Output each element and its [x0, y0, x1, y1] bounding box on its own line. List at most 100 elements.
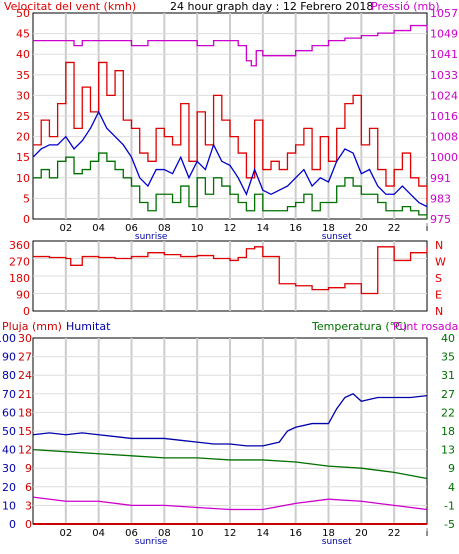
y-tick-label-temperature: 13 — [441, 444, 455, 457]
x-tick-label: 18 — [322, 223, 335, 234]
series-direction — [33, 246, 428, 295]
x-tick-label: 14 — [256, 223, 269, 234]
y-tick-label-humidity: 30 — [2, 462, 16, 475]
x-tick-label: 10 — [191, 223, 204, 234]
y-tick-label-direction: 90 — [16, 289, 30, 302]
y-tick-label-compass: E — [435, 289, 442, 302]
y-tick-label-rain: 6 — [25, 481, 32, 494]
y-tick-label-rain: 30 — [18, 332, 32, 345]
y-tick-label-wind: 20 — [16, 131, 30, 144]
x-tick-label: i — [426, 223, 429, 234]
sunset-label: sunset — [322, 537, 352, 547]
x-tick-label: 12 — [224, 223, 237, 234]
y-tick-label-wind: 35 — [16, 69, 30, 82]
graph-title: 24 hour graph day : 12 Febrero 2018 — [170, 0, 373, 13]
x-tick-label: 22 — [388, 223, 401, 234]
x-tick-label: 08 — [158, 528, 171, 539]
y-tick-label-temperature: 31 — [441, 369, 455, 382]
y-tick-label-temperature: 40 — [441, 332, 455, 345]
y-tick-label-humidity: 50 — [2, 425, 16, 438]
y-tick-label-humidity: 10 — [2, 499, 16, 512]
x-tick-label: 06 — [125, 528, 138, 539]
rain-label: Pluja (mm) — [2, 320, 62, 333]
y-tick-label-wind: 15 — [16, 151, 30, 164]
y-tick-label-wind: 30 — [16, 89, 30, 102]
y-tick-label-pressure: 1000 — [430, 151, 458, 164]
y-tick-label-direction: 0 — [23, 305, 30, 318]
y-tick-label-rain: 3 — [25, 499, 32, 512]
y-tick-label-pressure: 991 — [430, 172, 451, 185]
x-tick-label: 20 — [355, 223, 368, 234]
y-tick-label-direction: 270 — [9, 256, 30, 269]
y-tick-label-compass: N — [435, 239, 443, 252]
x-tick-label: i — [426, 528, 429, 539]
y-tick-label-temperature: -5 — [444, 518, 455, 531]
y-tick-label-humidity: 70 — [2, 388, 16, 401]
series-wind_min — [33, 152, 428, 219]
sunrise-label: sunrise — [135, 537, 168, 547]
humidity-label: Humitat — [66, 320, 111, 333]
dewpoint-label: Punt rosada — [393, 320, 458, 333]
temperature-label: Temperatura (°C) — [311, 320, 407, 333]
y-tick-label-humidity: 0 — [9, 518, 16, 531]
y-tick-label-wind: 5 — [23, 192, 30, 205]
y-tick-label-direction: 180 — [9, 272, 30, 285]
y-tick-label-humidity: 80 — [2, 369, 16, 382]
x-tick-label: 08 — [158, 223, 171, 234]
grid-lines — [33, 13, 427, 524]
y-tick-label-humidity: 100 — [0, 332, 16, 345]
y-tick-label-rain: 24 — [18, 369, 32, 382]
y-tick-label-humidity: 90 — [2, 351, 16, 364]
sunset-label: sunset — [322, 232, 352, 242]
y-tick-label-humidity: 60 — [2, 406, 16, 419]
y-tick-label-pressure: 1057 — [430, 7, 458, 20]
y-tick-label-humidity: 40 — [2, 444, 16, 457]
x-tick-label: 16 — [289, 223, 302, 234]
y-tick-label-wind: 0 — [23, 213, 30, 226]
series-wind_gust — [33, 61, 428, 203]
y-tick-label-temperature: 4 — [448, 481, 455, 494]
y-tick-label-pressure: 1008 — [430, 131, 458, 144]
series-pressure — [33, 24, 428, 67]
y-tick-label-wind: 45 — [16, 28, 30, 41]
x-tick-label: 04 — [92, 528, 105, 539]
y-tick-label-temperature: 9 — [448, 462, 455, 475]
pressure-label: Pressió (mb) — [371, 0, 440, 13]
y-tick-label-pressure: 1041 — [430, 48, 458, 61]
y-tick-label-rain: 0 — [25, 518, 32, 531]
x-tick-label: 12 — [224, 528, 237, 539]
y-tick-label-pressure: 975 — [430, 213, 451, 226]
y-tick-label-rain: 15 — [18, 425, 32, 438]
y-tick-label-temperature: 22 — [441, 406, 455, 419]
x-tick-label: 02 — [59, 528, 72, 539]
y-tick-label-wind: 40 — [16, 48, 30, 61]
y-tick-label-pressure: 1016 — [430, 110, 458, 123]
y-tick-label-temperature: 35 — [441, 351, 455, 364]
y-tick-label-rain: 12 — [18, 444, 32, 457]
series-lines — [32, 24, 428, 525]
y-tick-label-temperature: 27 — [441, 388, 455, 401]
x-tick-label: 18 — [322, 528, 335, 539]
y-tick-label-compass: S — [435, 272, 442, 285]
y-tick-label-rain: 9 — [25, 462, 32, 475]
x-tick-label: 20 — [355, 528, 368, 539]
y-tick-label-rain: 21 — [18, 388, 32, 401]
y-tick-label-rain: 27 — [18, 351, 32, 364]
series-temperatura---c- — [32, 448, 428, 480]
x-tick-label: 04 — [92, 223, 105, 234]
y-tick-label-wind: 10 — [16, 172, 30, 185]
y-tick-label-humidity: 20 — [2, 481, 16, 494]
x-tick-label: 10 — [191, 528, 204, 539]
y-tick-label-temperature: 18 — [441, 425, 455, 438]
series-punt-rosada — [32, 496, 428, 511]
sunrise-label: sunrise — [135, 232, 168, 242]
y-tick-label-temperature: -1 — [444, 499, 455, 512]
y-tick-label-compass: W — [435, 256, 446, 269]
y-tick-label-wind: 50 — [16, 7, 30, 20]
series-humitat — [32, 393, 428, 447]
x-tick-label: 02 — [59, 223, 72, 234]
series-wind_avg — [32, 110, 428, 208]
